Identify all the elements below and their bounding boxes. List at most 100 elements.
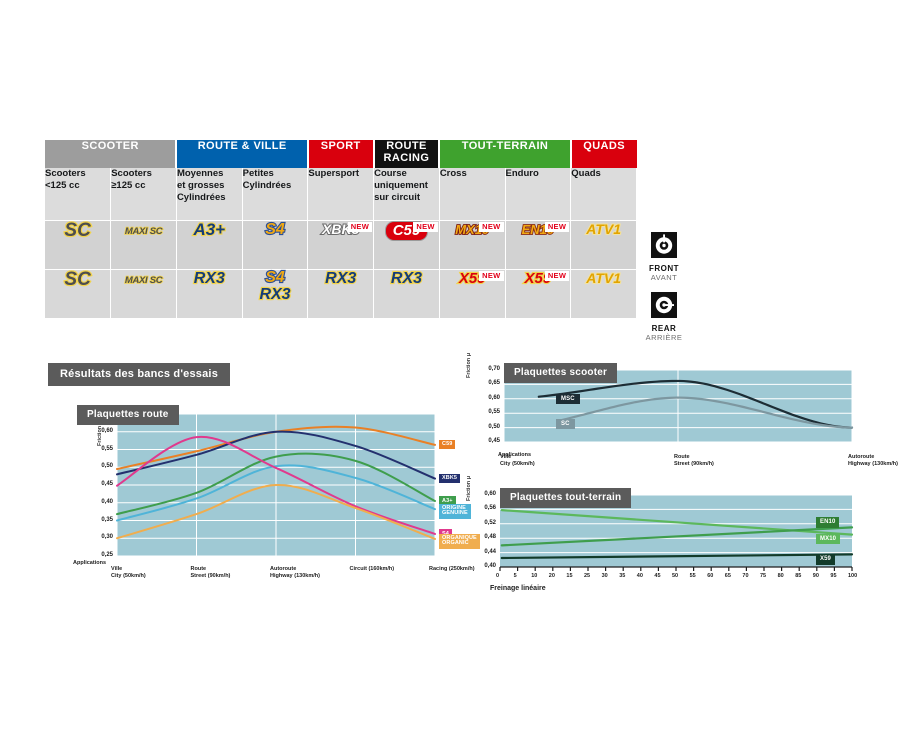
front-label: FRONT: [648, 264, 680, 273]
route-xtick: Racing (250km/h): [429, 566, 475, 572]
category-header-row: SCOOTER ROUTE & VILLE SPORT ROUTE RACING…: [45, 140, 637, 168]
tt-chart-title: Plaquettes tout-terrain: [500, 488, 632, 508]
cell-front-sc[interactable]: SC: [45, 220, 112, 270]
route-legend-2[interactable]: A3+: [439, 496, 456, 506]
cell-front-atv1[interactable]: ATV1: [570, 220, 637, 270]
cell-rear-atv1[interactable]: ATV1: [570, 269, 637, 318]
tt-xtick: 60: [707, 573, 714, 579]
badge-a3plus: A3+: [192, 220, 226, 239]
tt-xtick: 80: [777, 573, 784, 579]
cell-rear-x59-cross[interactable]: NEW X59: [439, 269, 506, 318]
route-legend-5[interactable]: ORGANIQUE ORGANIC: [439, 534, 480, 549]
route-legend-3[interactable]: ORIGINE GENUINE: [439, 504, 471, 519]
badge-rx3: RX3: [324, 269, 357, 287]
new-badge-en10: NEW: [544, 222, 570, 232]
cell-front-en10[interactable]: NEW EN10: [505, 220, 572, 270]
chart-plaquettes-tout-terrain: Friction μ Plaquettes tout-terrain 0,60 0…: [460, 476, 860, 605]
cell-rear-maxisc[interactable]: MAXI SC: [110, 269, 177, 318]
rear-disc-icon: [651, 292, 677, 318]
route-ytick: 0,40: [101, 498, 113, 505]
route-ytick: 0,35: [101, 516, 113, 523]
route-xtick: Autoroute Highway (130km/h): [270, 566, 320, 579]
tt-xtick: 70: [742, 573, 749, 579]
front-product-row: SC MAXI SC A3+ S4 NEW XBK5 NEW C59: [45, 220, 637, 270]
tt-xtick: 15: [566, 573, 573, 579]
cell-rear-rx3[interactable]: RX3: [176, 269, 243, 318]
subhead-scooters-under125: Scooters <125 cc: [45, 168, 112, 221]
scooter-applications-label: Applications: [498, 452, 532, 458]
subhead-moyennes-grosses: Moyennes et grosses Cylindrées: [176, 168, 243, 221]
new-badge-xbk5: NEW: [347, 222, 373, 232]
cell-front-c59[interactable]: NEW C59: [373, 220, 440, 270]
route-ytick: 0,50: [101, 463, 113, 470]
route-series-5: [116, 483, 436, 540]
badge-maxi-sc: MAXI SC: [124, 275, 163, 286]
chart-plaquettes-scooter: Friction μ Plaquettes scooter 0,70 0,65 0,…: [460, 353, 898, 475]
tt-legend-0[interactable]: EN10: [816, 517, 840, 528]
cell-front-mx10[interactable]: NEW MX10: [439, 220, 506, 270]
badge-sc: SC: [63, 220, 92, 241]
subhead-cross: Cross: [439, 168, 506, 221]
route-ytick: 0,60: [101, 427, 113, 434]
tt-xtick: 50: [672, 573, 679, 579]
route-ytick: 0,45: [101, 481, 113, 487]
front-sublabel: AVANT: [650, 273, 678, 282]
route-applications-label: Applications: [73, 560, 107, 566]
scooter-xtick: Ville City (50km/h): [500, 454, 535, 467]
badge-atv1: ATV1: [585, 221, 622, 237]
cell-front-maxisc[interactable]: MAXI SC: [110, 220, 177, 270]
tt-xtick: 5: [513, 573, 517, 579]
tt-legend-2[interactable]: X59: [816, 554, 835, 565]
tt-x-axis-label: Freinage linéaire: [490, 585, 546, 592]
tt-xtick: 10: [531, 573, 538, 579]
badge-rx3: RX3: [258, 285, 291, 303]
cell-rear-rx3-sport[interactable]: RX3: [307, 269, 375, 318]
subhead-supersport: Supersport: [307, 168, 375, 221]
category-route-ville[interactable]: ROUTE & VILLE: [176, 140, 309, 168]
category-route-racing[interactable]: ROUTE RACING: [373, 140, 441, 168]
cell-front-s4[interactable]: S4: [242, 220, 309, 270]
scooter-legend-0[interactable]: MSC: [556, 393, 580, 405]
route-legend-1[interactable]: XBK5: [439, 473, 461, 483]
scooter-legend-1[interactable]: SC: [556, 418, 575, 430]
cell-front-a3plus[interactable]: A3+: [176, 220, 243, 270]
badge-sc: SC: [63, 269, 92, 290]
subhead-petites-cylindrees: Petites Cylindrées: [242, 168, 309, 221]
scooter-ytick: 0,50: [488, 423, 500, 430]
cell-front-xbk5[interactable]: NEW XBK5: [307, 220, 375, 270]
cell-rear-s4-rx3[interactable]: S4 RX3: [242, 268, 309, 318]
route-ytick: 0,55: [101, 445, 113, 452]
new-badge-x59-enduro: NEW: [544, 271, 570, 281]
tt-xtick: 30: [601, 573, 608, 579]
new-badge-x59-cross: NEW: [479, 271, 504, 281]
cell-rear-sc[interactable]: SC: [45, 269, 112, 318]
route-series-1: [116, 430, 436, 480]
route-xtick: Route Street (90km/h): [190, 566, 231, 579]
front-position: FRONT AVANT: [640, 232, 688, 282]
rear-label: REAR: [651, 324, 677, 333]
tt-xtick: 90: [812, 573, 819, 579]
route-series-3: [116, 464, 436, 522]
front-disc-icon: [651, 232, 677, 258]
scooter-series-1: [558, 396, 854, 429]
category-tout-terrain[interactable]: TOUT-TERRAIN: [439, 140, 572, 168]
rear-product-row: SC MAXI SC RX3 S4 RX3 RX3: [45, 268, 637, 318]
tt-xtick: 0: [496, 573, 500, 579]
route-legend-0[interactable]: C59: [439, 439, 456, 449]
scooter-ytick: 0,60: [488, 394, 500, 401]
category-quads[interactable]: QUADS: [570, 140, 637, 168]
tt-xtick: 20: [548, 573, 555, 579]
category-scooter[interactable]: SCOOTER: [45, 140, 178, 168]
cell-rear-rx3-racing[interactable]: RX3: [373, 269, 440, 318]
category-sport[interactable]: SPORT: [307, 140, 375, 168]
subhead-scooters-over125: Scooters ≥125 cc: [110, 168, 177, 221]
tt-ytick: 0,56: [484, 505, 496, 512]
scooter-ytick: 0,55: [488, 409, 500, 416]
tt-ytick: 0,48: [484, 534, 496, 541]
route-legend-4[interactable]: S4: [439, 529, 452, 539]
cell-rear-x59-enduro[interactable]: NEW X59: [505, 269, 572, 318]
subhead-course-circuit: Course uniquement sur circuit: [373, 168, 440, 221]
tt-xtick: 95: [830, 573, 837, 579]
scooter-xtick: Autoroute Highway (130km/h): [848, 454, 898, 467]
tt-legend-1[interactable]: MX10: [816, 533, 841, 545]
